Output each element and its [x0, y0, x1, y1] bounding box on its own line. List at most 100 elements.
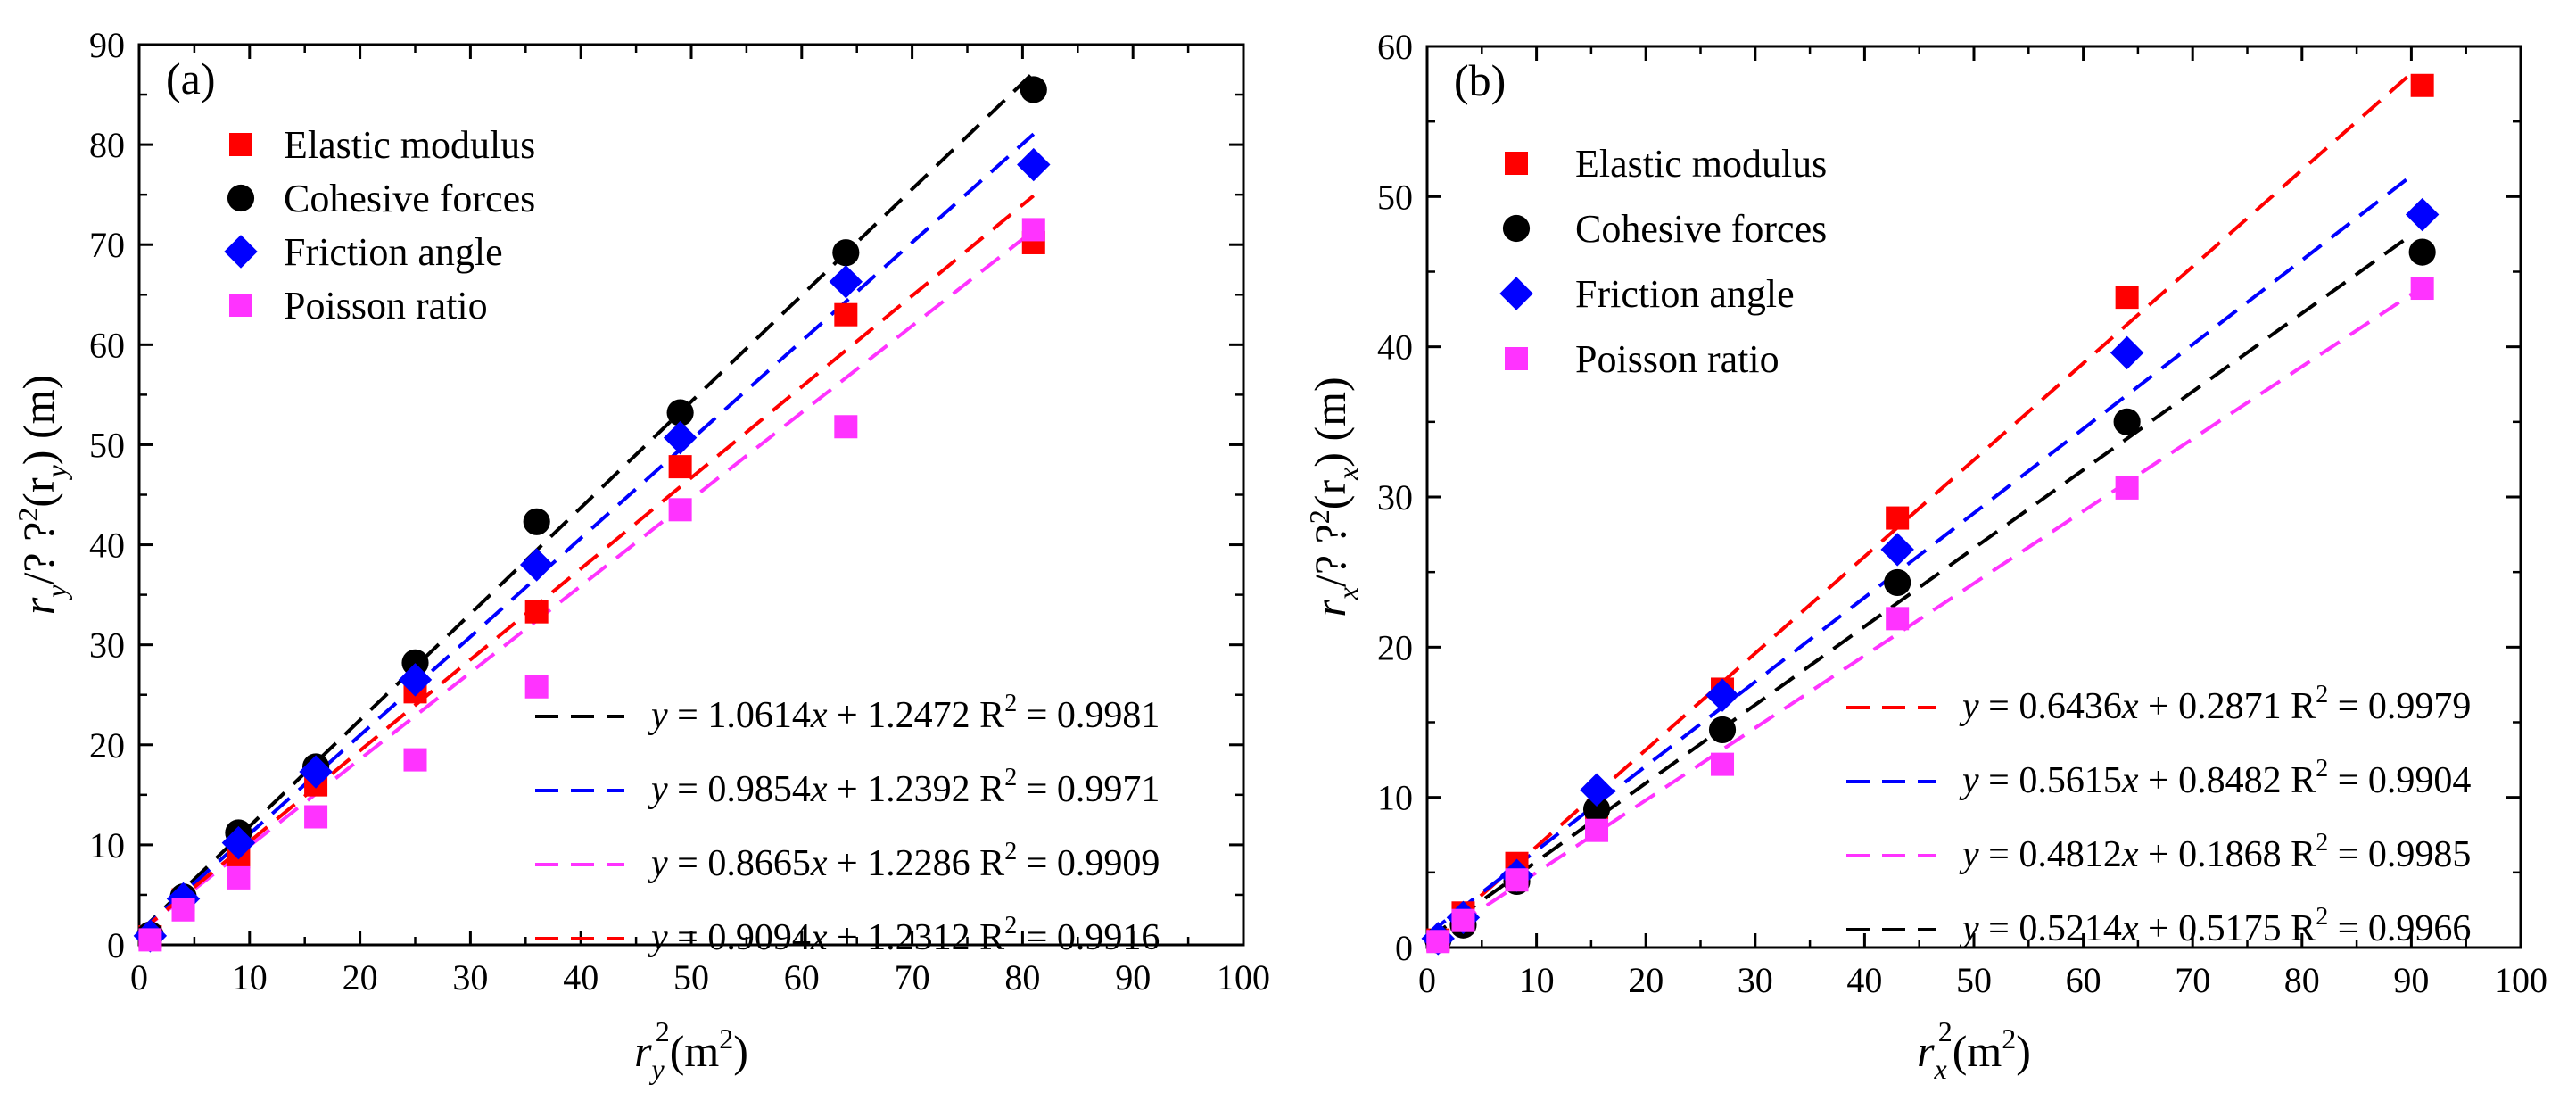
- data-point: [668, 498, 692, 522]
- x-tick-label: 20: [343, 957, 378, 998]
- series-poisson-ratio: [138, 218, 1045, 952]
- y-tick-label: 90: [89, 25, 125, 65]
- fit-equation: y = 0.6436x + 0.2871 R2 = 0.9979: [1959, 681, 2471, 727]
- y-tick-label: 0: [1395, 928, 1413, 968]
- fit-line-0: [1425, 71, 2413, 945]
- legend-marker: [224, 235, 258, 269]
- x-tick-label: 100: [2494, 960, 2547, 1000]
- x-tick-label: 50: [673, 957, 709, 998]
- legend-marker: [229, 294, 252, 317]
- data-point: [227, 865, 251, 890]
- data-point: [1708, 716, 1737, 743]
- legend-label: Elastic modulus: [1575, 142, 1827, 186]
- data-point: [1582, 796, 1611, 824]
- x-tick-label: 90: [1115, 957, 1151, 998]
- data-point: [2115, 286, 2139, 310]
- legend-marker: [1505, 152, 1528, 175]
- legend-label: Elastic modulus: [284, 123, 535, 167]
- x-tick-label: 70: [2175, 960, 2210, 1000]
- data-point: [171, 898, 195, 922]
- fit-line-3: [1425, 233, 2413, 941]
- fit-equation: y = 0.4812x + 0.1868 R2 = 0.9985: [1959, 829, 2471, 875]
- data-point: [304, 805, 328, 829]
- data-point: [1711, 752, 1735, 776]
- x-tick-label: 0: [130, 957, 148, 998]
- data-point: [1886, 607, 1910, 631]
- series-poisson-ratio: [1426, 277, 2434, 954]
- data-point: [1505, 868, 1529, 892]
- panel-label: (a): [166, 54, 216, 103]
- data-point: [1880, 533, 1914, 567]
- legend-label: Poisson ratio: [1575, 337, 1779, 381]
- data-point: [2113, 408, 2141, 435]
- y-tick-label: 30: [89, 625, 125, 666]
- data-point: [221, 825, 256, 860]
- fit-line-1: [1425, 174, 2413, 937]
- x-tick-label: 30: [1738, 960, 1773, 1000]
- x-tick-label: 80: [2284, 960, 2320, 1000]
- chart-panel-b: 0 10 20 30 40 50 60 70 80 90 100 0 10 20 30 40 50 60 (b) El…: [1303, 27, 2547, 1085]
- data-point: [834, 415, 858, 439]
- data-point: [1426, 930, 1450, 954]
- fit-line-0: [137, 70, 1036, 934]
- x-tick-label: 10: [1519, 960, 1555, 1000]
- y-tick-label: 10: [89, 825, 125, 865]
- chart-panel-a: 0 10 20 30 40 50 60 70 80 90 100 0 10 20 30 40 50 60 70 80 9…: [12, 25, 1270, 1085]
- legend-marker: [229, 133, 252, 156]
- fit-line-3: [137, 194, 1036, 934]
- data-point: [663, 420, 698, 455]
- x-tick-label: 100: [1217, 957, 1270, 998]
- data-point: [1705, 678, 1739, 712]
- x-axis-title: rx2(m2): [1917, 1015, 2031, 1085]
- x-tick-label: 30: [452, 957, 488, 998]
- data-point: [524, 675, 549, 699]
- data-point: [2410, 277, 2434, 301]
- y-tick-label: 10: [1377, 778, 1413, 818]
- y-tick-label: 50: [89, 425, 125, 465]
- data-point: [1884, 568, 1911, 597]
- data-point: [829, 264, 863, 299]
- fit-equation: y = 0.5615x + 0.8482 R2 = 0.9904: [1959, 755, 2471, 801]
- y-tick-label: 60: [1377, 27, 1413, 67]
- x-tick-label: 10: [232, 957, 268, 998]
- data-point: [1017, 147, 1051, 182]
- series-friction-angle: [133, 147, 1051, 953]
- legend-label: Friction angle: [284, 230, 503, 274]
- x-tick-label: 40: [563, 957, 599, 998]
- legend-label: Poisson ratio: [284, 284, 488, 327]
- fit-equation: y = 0.9094x + 1.2312 R2 = 0.9916: [648, 912, 1160, 958]
- data-point: [401, 649, 429, 676]
- data-point: [524, 600, 549, 624]
- data-point: [1451, 908, 1475, 932]
- x-tick-label: 60: [784, 957, 820, 998]
- panel-label: (b): [1454, 55, 1506, 105]
- x-tick-label: 50: [1956, 960, 1992, 1000]
- legend-marker: [1505, 347, 1528, 370]
- fit-equation: y = 1.0614x + 1.2472 R2 = 0.9981: [648, 690, 1160, 736]
- fit-line-2: [137, 228, 1036, 934]
- data-point: [299, 755, 333, 789]
- legend-marker: [227, 184, 255, 212]
- legend-label: Cohesive forces: [284, 177, 535, 220]
- data-point: [1886, 506, 1910, 530]
- legend-label: Cohesive forces: [1575, 207, 1827, 251]
- data-point: [2110, 335, 2144, 370]
- legend-label: Friction angle: [1575, 272, 1795, 316]
- data-point: [398, 663, 433, 697]
- x-tick-label: 70: [895, 957, 930, 998]
- y-tick-label: 70: [89, 225, 125, 265]
- y-tick-label: 50: [1377, 177, 1413, 217]
- data-point: [666, 399, 694, 426]
- series-cohesive-forces: [136, 76, 1047, 948]
- x-tick-label: 0: [1418, 960, 1436, 1000]
- y-tick-label: 20: [1377, 627, 1413, 667]
- data-point: [1585, 818, 1609, 842]
- legend-marker: [1502, 214, 1531, 243]
- y-tick-label: 20: [89, 725, 125, 766]
- y-tick-label: 40: [1377, 327, 1413, 368]
- data-point: [1020, 76, 1047, 103]
- y-tick-label: 80: [89, 125, 125, 165]
- data-point: [519, 548, 554, 582]
- data-point: [1580, 773, 1614, 807]
- fit-equation: y = 0.5214x + 0.5175 R2 = 0.9966: [1959, 903, 2471, 949]
